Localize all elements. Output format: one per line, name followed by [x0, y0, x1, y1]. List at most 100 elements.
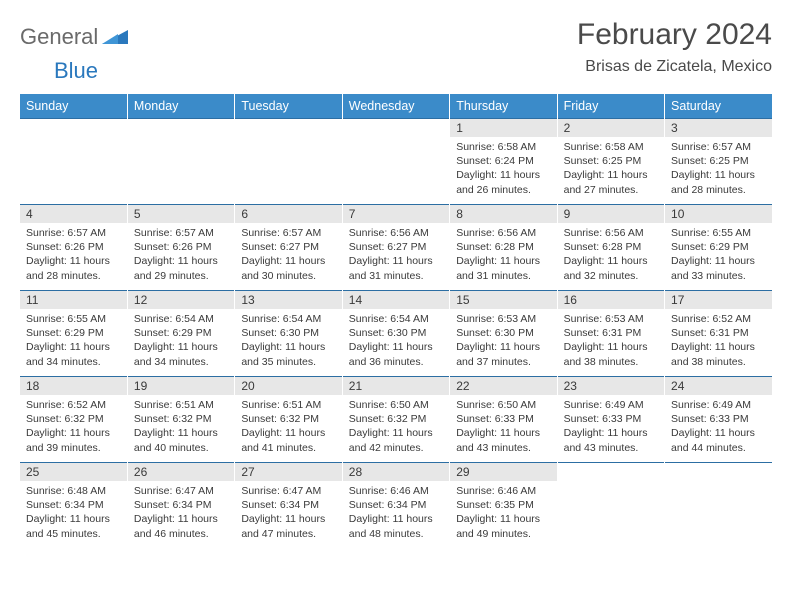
weekday-header: Sunday — [20, 94, 127, 119]
day-number: 12 — [128, 291, 234, 309]
day-details: Sunrise: 6:49 AMSunset: 6:33 PMDaylight:… — [558, 395, 664, 459]
sunset-text: Sunset: 6:29 PM — [26, 326, 121, 340]
day-number: 9 — [558, 205, 664, 223]
daylight-text: Daylight: 11 hours and 33 minutes. — [671, 254, 766, 282]
sunset-text: Sunset: 6:30 PM — [456, 326, 550, 340]
calendar-day-cell: 17Sunrise: 6:52 AMSunset: 6:31 PMDayligh… — [665, 291, 772, 377]
sunset-text: Sunset: 6:26 PM — [134, 240, 228, 254]
day-number — [235, 119, 341, 123]
day-details: Sunrise: 6:51 AMSunset: 6:32 PMDaylight:… — [235, 395, 341, 459]
day-details: Sunrise: 6:53 AMSunset: 6:30 PMDaylight:… — [450, 309, 556, 373]
sunset-text: Sunset: 6:30 PM — [349, 326, 443, 340]
day-details: Sunrise: 6:50 AMSunset: 6:32 PMDaylight:… — [343, 395, 449, 459]
calendar-week-row: 1Sunrise: 6:58 AMSunset: 6:24 PMDaylight… — [20, 119, 772, 205]
sunrise-text: Sunrise: 6:51 AM — [134, 398, 228, 412]
sunrise-text: Sunrise: 6:57 AM — [241, 226, 335, 240]
sunset-text: Sunset: 6:32 PM — [134, 412, 228, 426]
day-details: Sunrise: 6:47 AMSunset: 6:34 PMDaylight:… — [128, 481, 234, 545]
day-number: 20 — [235, 377, 341, 395]
calendar-day-cell: 14Sunrise: 6:54 AMSunset: 6:30 PMDayligh… — [342, 291, 449, 377]
day-number: 21 — [343, 377, 449, 395]
calendar-day-cell: 2Sunrise: 6:58 AMSunset: 6:25 PMDaylight… — [557, 119, 664, 205]
daylight-text: Daylight: 11 hours and 43 minutes. — [456, 426, 550, 454]
weekday-header: Saturday — [665, 94, 772, 119]
calendar-day-cell: 25Sunrise: 6:48 AMSunset: 6:34 PMDayligh… — [20, 463, 127, 549]
logo-text-blue: Blue — [54, 58, 98, 83]
sunset-text: Sunset: 6:28 PM — [564, 240, 658, 254]
calendar-week-row: 4Sunrise: 6:57 AMSunset: 6:26 PMDaylight… — [20, 205, 772, 291]
location-subtitle: Brisas de Zicatela, Mexico — [577, 58, 772, 76]
sunset-text: Sunset: 6:34 PM — [134, 498, 228, 512]
daylight-text: Daylight: 11 hours and 31 minutes. — [349, 254, 443, 282]
day-details: Sunrise: 6:56 AMSunset: 6:28 PMDaylight:… — [450, 223, 556, 287]
day-number: 25 — [20, 463, 127, 481]
daylight-text: Daylight: 11 hours and 38 minutes. — [564, 340, 658, 368]
sunrise-text: Sunrise: 6:49 AM — [671, 398, 766, 412]
day-details: Sunrise: 6:56 AMSunset: 6:27 PMDaylight:… — [343, 223, 449, 287]
day-number — [558, 463, 664, 467]
sunset-text: Sunset: 6:31 PM — [671, 326, 766, 340]
weekday-header-row: Sunday Monday Tuesday Wednesday Thursday… — [20, 94, 772, 119]
calendar-day-cell: 5Sunrise: 6:57 AMSunset: 6:26 PMDaylight… — [127, 205, 234, 291]
sunset-text: Sunset: 6:35 PM — [456, 498, 550, 512]
day-details: Sunrise: 6:48 AMSunset: 6:34 PMDaylight:… — [20, 481, 127, 545]
daylight-text: Daylight: 11 hours and 31 minutes. — [456, 254, 550, 282]
day-details: Sunrise: 6:58 AMSunset: 6:24 PMDaylight:… — [450, 137, 556, 201]
sunrise-text: Sunrise: 6:56 AM — [349, 226, 443, 240]
daylight-text: Daylight: 11 hours and 41 minutes. — [241, 426, 335, 454]
day-number — [20, 119, 127, 123]
sunset-text: Sunset: 6:27 PM — [241, 240, 335, 254]
logo: General — [20, 24, 130, 50]
daylight-text: Daylight: 11 hours and 38 minutes. — [671, 340, 766, 368]
calendar-day-cell: 10Sunrise: 6:55 AMSunset: 6:29 PMDayligh… — [665, 205, 772, 291]
day-number — [665, 463, 772, 467]
day-number: 6 — [235, 205, 341, 223]
day-number: 27 — [235, 463, 341, 481]
sunrise-text: Sunrise: 6:53 AM — [564, 312, 658, 326]
day-number: 17 — [665, 291, 772, 309]
day-details: Sunrise: 6:47 AMSunset: 6:34 PMDaylight:… — [235, 481, 341, 545]
daylight-text: Daylight: 11 hours and 27 minutes. — [564, 168, 658, 196]
daylight-text: Daylight: 11 hours and 40 minutes. — [134, 426, 228, 454]
day-details: Sunrise: 6:51 AMSunset: 6:32 PMDaylight:… — [128, 395, 234, 459]
calendar-day-cell: 8Sunrise: 6:56 AMSunset: 6:28 PMDaylight… — [450, 205, 557, 291]
sunrise-text: Sunrise: 6:46 AM — [456, 484, 550, 498]
calendar-day-cell: 19Sunrise: 6:51 AMSunset: 6:32 PMDayligh… — [127, 377, 234, 463]
daylight-text: Daylight: 11 hours and 43 minutes. — [564, 426, 658, 454]
sunset-text: Sunset: 6:29 PM — [671, 240, 766, 254]
sunrise-text: Sunrise: 6:58 AM — [456, 140, 550, 154]
day-number: 5 — [128, 205, 234, 223]
day-number — [128, 119, 234, 123]
day-details: Sunrise: 6:52 AMSunset: 6:32 PMDaylight:… — [20, 395, 127, 459]
sunrise-text: Sunrise: 6:52 AM — [26, 398, 121, 412]
calendar-week-row: 11Sunrise: 6:55 AMSunset: 6:29 PMDayligh… — [20, 291, 772, 377]
daylight-text: Daylight: 11 hours and 47 minutes. — [241, 512, 335, 540]
sunrise-text: Sunrise: 6:47 AM — [134, 484, 228, 498]
weekday-header: Friday — [557, 94, 664, 119]
day-details: Sunrise: 6:55 AMSunset: 6:29 PMDaylight:… — [665, 223, 772, 287]
calendar-day-cell: 20Sunrise: 6:51 AMSunset: 6:32 PMDayligh… — [235, 377, 342, 463]
sunrise-text: Sunrise: 6:54 AM — [134, 312, 228, 326]
sunrise-text: Sunrise: 6:57 AM — [671, 140, 766, 154]
daylight-text: Daylight: 11 hours and 26 minutes. — [456, 168, 550, 196]
sunrise-text: Sunrise: 6:50 AM — [349, 398, 443, 412]
sunset-text: Sunset: 6:34 PM — [26, 498, 121, 512]
sunrise-text: Sunrise: 6:56 AM — [564, 226, 658, 240]
daylight-text: Daylight: 11 hours and 30 minutes. — [241, 254, 335, 282]
calendar-day-cell — [20, 119, 127, 205]
daylight-text: Daylight: 11 hours and 42 minutes. — [349, 426, 443, 454]
calendar-day-cell: 22Sunrise: 6:50 AMSunset: 6:33 PMDayligh… — [450, 377, 557, 463]
sunset-text: Sunset: 6:33 PM — [564, 412, 658, 426]
calendar-table: Sunday Monday Tuesday Wednesday Thursday… — [20, 94, 772, 549]
day-details: Sunrise: 6:55 AMSunset: 6:29 PMDaylight:… — [20, 309, 127, 373]
day-number: 23 — [558, 377, 664, 395]
calendar-day-cell: 24Sunrise: 6:49 AMSunset: 6:33 PMDayligh… — [665, 377, 772, 463]
day-details: Sunrise: 6:54 AMSunset: 6:29 PMDaylight:… — [128, 309, 234, 373]
day-number: 13 — [235, 291, 341, 309]
day-number: 1 — [450, 119, 556, 137]
day-number: 26 — [128, 463, 234, 481]
sunset-text: Sunset: 6:34 PM — [349, 498, 443, 512]
sunrise-text: Sunrise: 6:49 AM — [564, 398, 658, 412]
calendar-day-cell: 4Sunrise: 6:57 AMSunset: 6:26 PMDaylight… — [20, 205, 127, 291]
calendar-day-cell: 29Sunrise: 6:46 AMSunset: 6:35 PMDayligh… — [450, 463, 557, 549]
